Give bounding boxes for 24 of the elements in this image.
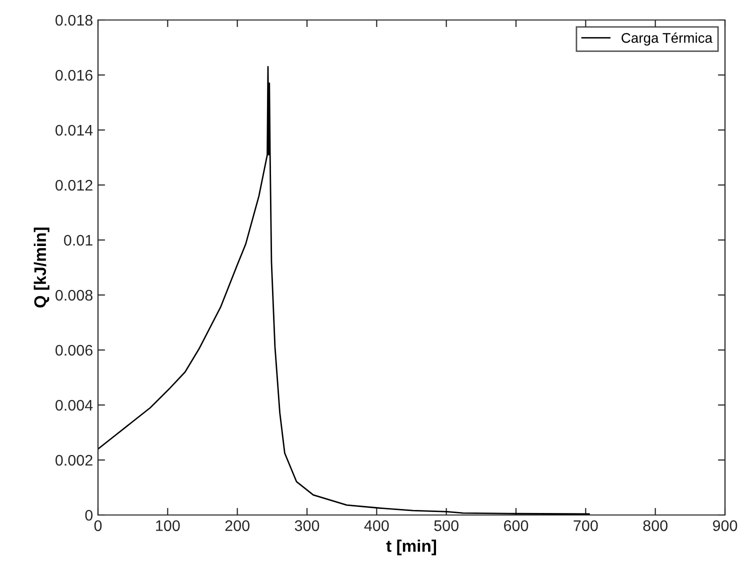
- x-tick-label: 900: [712, 520, 738, 532]
- y-tick-label: 0.014: [56, 124, 93, 136]
- y-tick-label: 0.006: [56, 344, 92, 356]
- legend-label: Carga Térmica: [622, 32, 713, 46]
- x-tick-label: 700: [574, 520, 598, 532]
- y-tick-label: 0.016: [56, 70, 92, 81]
- x-tick-label: 0: [94, 520, 102, 532]
- y-tick-label: 0.01: [64, 234, 92, 246]
- line-series: [98, 66, 590, 515]
- y-tick-label: 0.008: [56, 290, 92, 301]
- y-tick-label: 0.002: [56, 454, 92, 466]
- x-tick-label: 600: [504, 520, 528, 532]
- x-tick-label: 200: [225, 520, 250, 532]
- y-tick-label: 0.004: [56, 400, 93, 411]
- y-tick-label: 0: [85, 510, 93, 521]
- x-tick-label: 500: [434, 520, 458, 532]
- y-tick-label: 0.018: [56, 14, 92, 26]
- x-tick-label: 800: [643, 520, 668, 532]
- x-tick-label: 100: [156, 520, 180, 532]
- x-tick-label: 300: [294, 520, 320, 532]
- x-tick-label: 400: [364, 520, 389, 532]
- y-tick-label: 0.012: [56, 180, 92, 191]
- x-axis-title: t [min]: [386, 540, 436, 556]
- y-axis-title: Q [kJ/min]: [34, 228, 50, 308]
